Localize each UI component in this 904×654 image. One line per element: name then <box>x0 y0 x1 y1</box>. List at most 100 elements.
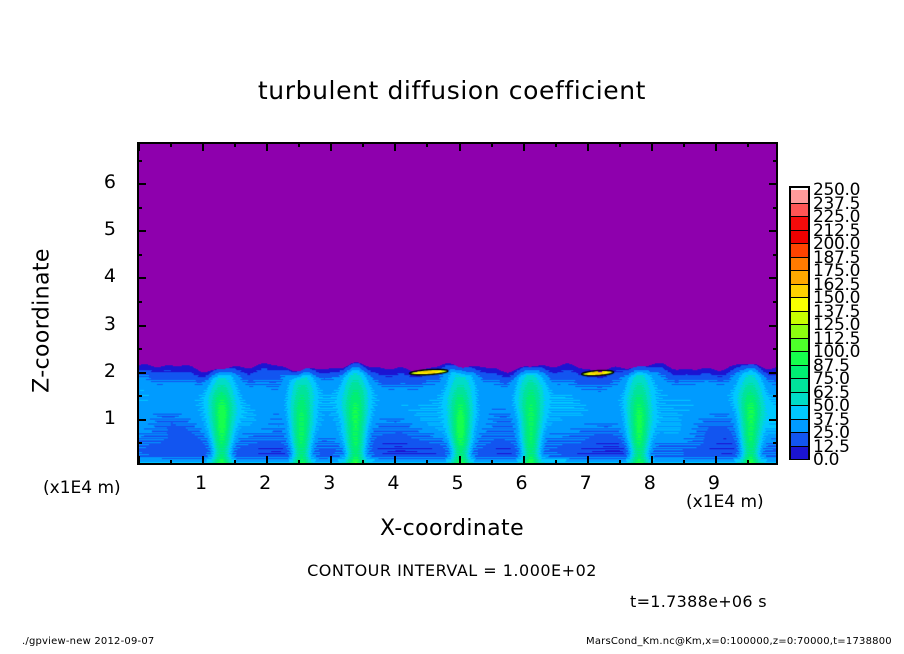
colorbar-tick-label: 50.0 <box>813 396 850 416</box>
colorbar-swatch <box>791 311 808 325</box>
colorbar-tick-label: 37.5 <box>813 409 850 430</box>
x-axis-tick-top <box>746 144 749 147</box>
footer-dataset: MarsCond_Km.nc@Km,x=0:100000,z=0:70000,t… <box>586 636 892 647</box>
y-axis-tick-label: 5 <box>103 218 116 241</box>
time-stamp-caption: t=1.7388e+06 s <box>630 592 767 611</box>
y-axis-tick-right <box>769 230 776 233</box>
y-axis-tick <box>139 183 146 186</box>
y-axis-tick-label: 4 <box>103 265 116 288</box>
colorbar-swatch <box>791 433 808 447</box>
x-axis-tick <box>298 460 301 463</box>
x-axis-tick-top <box>586 144 589 151</box>
y-axis-title: Z-coordinate <box>29 248 55 393</box>
colorbar-tick-label: 125.0 <box>813 315 861 335</box>
x-axis-tick-top <box>458 144 461 151</box>
x-axis-tick <box>458 456 461 463</box>
colorbar-swatch <box>791 257 808 271</box>
colorbar-swatch <box>791 190 808 204</box>
colorbar-swatch <box>791 203 808 217</box>
colorbar-swatch <box>791 365 808 379</box>
x-axis-tick-label: 6 <box>515 472 528 494</box>
x-axis-tick <box>394 456 397 463</box>
colorbar-tick-label: 175.0 <box>813 261 861 281</box>
colorbar-tick-label: 87.5 <box>813 355 850 376</box>
x-axis-tick-top <box>554 144 557 147</box>
y-axis-tick <box>139 277 146 280</box>
y-axis-tick-right <box>773 348 776 351</box>
colorbar-box <box>789 186 810 460</box>
colorbar-swatch <box>791 284 808 298</box>
x-axis-tick-top <box>394 144 397 151</box>
y-axis-tick-label: 2 <box>103 359 116 382</box>
y-axis-tick <box>139 300 142 303</box>
colorbar-tick-label: 162.5 <box>813 274 861 295</box>
colorbar-swatch <box>791 338 808 352</box>
x-axis-tick-top <box>234 144 237 147</box>
colorbar-tick-label: 75.0 <box>813 369 850 389</box>
x-axis-tick-top <box>202 144 205 151</box>
colorbar <box>789 186 810 460</box>
colorbar-swatch <box>791 392 808 406</box>
x-axis-tick <box>330 456 333 463</box>
x-axis-tick <box>202 456 205 463</box>
colorbar-tick-label: 137.5 <box>813 301 861 322</box>
x-axis-tick <box>170 460 173 463</box>
y-axis-tick-label: 3 <box>103 312 116 335</box>
x-axis-tick <box>682 460 685 463</box>
x-axis-tick-label: 9 <box>707 472 720 494</box>
x-axis-tick-top <box>266 144 269 151</box>
x-axis-tick-top <box>490 144 493 147</box>
y-axis-unit-left: (x1E4 m) <box>43 478 121 498</box>
x-axis-tick <box>586 456 589 463</box>
y-axis-tick-right <box>769 418 776 421</box>
x-axis-tick-label: 7 <box>579 472 592 494</box>
x-axis-tick <box>266 456 269 463</box>
y-axis-tick-right <box>773 300 776 303</box>
colorbar-tick-label: 150.0 <box>813 288 861 308</box>
colorbar-tick-label: 212.5 <box>813 220 861 241</box>
y-axis-tick-right <box>769 324 776 327</box>
x-axis-tick <box>490 460 493 463</box>
x-axis-tick-label: 4 <box>387 472 400 494</box>
x-axis-tick-top <box>139 144 140 151</box>
x-axis-tick-top <box>714 144 717 151</box>
colorbar-tick-label: 250.0 <box>813 180 861 200</box>
colorbar-swatch <box>791 419 808 433</box>
x-axis-unit-right: (x1E4 m) <box>686 492 764 512</box>
y-axis-tick <box>139 418 146 421</box>
colorbar-swatch <box>791 298 808 312</box>
y-axis-tick <box>139 206 142 209</box>
colorbar-swatch <box>791 217 808 231</box>
colorbar-swatch <box>791 325 808 339</box>
page-title: turbulent diffusion coefficient <box>257 76 647 105</box>
y-axis-tick-right <box>769 371 776 374</box>
x-axis-tick-label: 1 <box>195 472 208 494</box>
x-axis-tick-top <box>170 144 173 147</box>
contour-interval-caption: CONTOUR INTERVAL = 1.000E+02 <box>307 561 597 580</box>
x-axis-title: X-coordinate <box>379 516 525 541</box>
y-axis-tick <box>139 442 142 445</box>
y-axis-tick-right <box>769 277 776 280</box>
x-axis-tick-top <box>522 144 525 151</box>
x-axis-tick-top <box>426 144 429 147</box>
y-axis-tick-label: 1 <box>103 406 116 429</box>
colorbar-tick-label: 62.5 <box>813 382 850 403</box>
colorbar-tick-label: 0.0 <box>813 450 840 470</box>
colorbar-tick-label: 200.0 <box>813 234 861 254</box>
x-axis-tick-top <box>362 144 365 147</box>
x-axis-tick-label: 8 <box>643 472 656 494</box>
y-axis-tick-right <box>773 395 776 398</box>
y-axis-tick <box>139 348 142 351</box>
colorbar-tick-label: 112.5 <box>813 328 861 349</box>
plot-area <box>137 142 778 465</box>
heatmap-canvas <box>139 144 776 463</box>
x-axis-tick <box>618 460 621 463</box>
colorbar-tick-label: 225.0 <box>813 207 861 227</box>
y-axis-tick-label: 6 <box>103 171 116 194</box>
x-axis-tick-top <box>298 144 301 147</box>
colorbar-tick-label: 12.5 <box>813 436 850 457</box>
colorbar-tick-label: 100.0 <box>813 342 861 362</box>
x-axis-tick-label: 2 <box>259 472 272 494</box>
y-axis-tick-right <box>773 206 776 209</box>
colorbar-swatch <box>791 406 808 420</box>
